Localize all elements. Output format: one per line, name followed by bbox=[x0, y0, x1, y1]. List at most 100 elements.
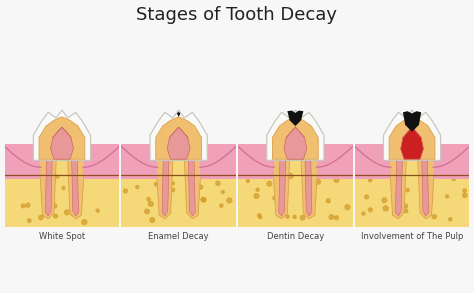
Circle shape bbox=[452, 178, 455, 181]
Circle shape bbox=[62, 187, 65, 190]
Circle shape bbox=[254, 194, 259, 198]
Circle shape bbox=[147, 197, 150, 201]
Circle shape bbox=[383, 206, 388, 211]
Polygon shape bbox=[184, 159, 201, 219]
Polygon shape bbox=[150, 110, 207, 160]
Text: Involvement of The Pulp: Involvement of The Pulp bbox=[361, 232, 463, 241]
Polygon shape bbox=[317, 144, 353, 179]
Circle shape bbox=[278, 200, 283, 204]
Polygon shape bbox=[84, 144, 119, 179]
Circle shape bbox=[430, 198, 433, 201]
Circle shape bbox=[406, 188, 409, 192]
Circle shape bbox=[201, 197, 205, 202]
Circle shape bbox=[89, 165, 94, 170]
Circle shape bbox=[148, 202, 153, 206]
Polygon shape bbox=[162, 160, 169, 216]
Circle shape bbox=[258, 216, 262, 219]
Polygon shape bbox=[84, 146, 119, 179]
Polygon shape bbox=[121, 144, 157, 179]
Polygon shape bbox=[279, 160, 286, 216]
Circle shape bbox=[45, 205, 48, 209]
Polygon shape bbox=[5, 146, 40, 179]
Circle shape bbox=[136, 185, 139, 189]
Polygon shape bbox=[284, 127, 307, 159]
Polygon shape bbox=[422, 160, 428, 216]
Polygon shape bbox=[121, 160, 236, 227]
Polygon shape bbox=[389, 159, 406, 219]
Circle shape bbox=[449, 218, 452, 221]
Polygon shape bbox=[406, 115, 418, 126]
Circle shape bbox=[273, 196, 276, 200]
Polygon shape bbox=[238, 160, 353, 227]
Polygon shape bbox=[33, 110, 91, 160]
Circle shape bbox=[301, 215, 305, 220]
Polygon shape bbox=[51, 127, 73, 159]
Polygon shape bbox=[238, 144, 273, 179]
Circle shape bbox=[401, 172, 404, 175]
Polygon shape bbox=[434, 146, 469, 179]
Circle shape bbox=[426, 178, 430, 182]
Polygon shape bbox=[267, 110, 324, 160]
Polygon shape bbox=[355, 146, 390, 179]
Circle shape bbox=[143, 165, 146, 168]
Circle shape bbox=[131, 171, 136, 176]
Circle shape bbox=[334, 178, 339, 183]
Circle shape bbox=[326, 199, 330, 203]
Circle shape bbox=[39, 215, 43, 220]
Polygon shape bbox=[177, 112, 181, 117]
Circle shape bbox=[368, 178, 372, 182]
Text: Dentin Decay: Dentin Decay bbox=[267, 232, 324, 241]
Circle shape bbox=[293, 215, 296, 218]
Polygon shape bbox=[395, 160, 402, 216]
Circle shape bbox=[404, 209, 408, 213]
Text: Enamel Decay: Enamel Decay bbox=[148, 232, 209, 241]
Circle shape bbox=[96, 209, 99, 212]
Polygon shape bbox=[238, 146, 273, 179]
Circle shape bbox=[219, 204, 223, 207]
Circle shape bbox=[71, 212, 74, 216]
Circle shape bbox=[227, 198, 232, 203]
Polygon shape bbox=[5, 160, 119, 227]
Polygon shape bbox=[401, 127, 423, 159]
Polygon shape bbox=[121, 146, 157, 179]
Polygon shape bbox=[317, 146, 353, 179]
Polygon shape bbox=[156, 117, 201, 159]
Polygon shape bbox=[355, 160, 469, 227]
Circle shape bbox=[145, 209, 149, 214]
Polygon shape bbox=[39, 159, 56, 219]
Circle shape bbox=[329, 215, 334, 219]
Circle shape bbox=[288, 173, 293, 178]
Circle shape bbox=[404, 204, 408, 208]
Circle shape bbox=[216, 181, 220, 185]
Circle shape bbox=[10, 168, 14, 171]
Text: Stages of Tooth Decay: Stages of Tooth Decay bbox=[137, 6, 337, 24]
Circle shape bbox=[335, 216, 338, 219]
Polygon shape bbox=[355, 144, 390, 179]
Circle shape bbox=[201, 197, 206, 202]
Polygon shape bbox=[188, 160, 195, 216]
Circle shape bbox=[77, 203, 82, 207]
Polygon shape bbox=[287, 110, 303, 126]
Circle shape bbox=[257, 214, 261, 217]
Circle shape bbox=[267, 181, 272, 186]
Polygon shape bbox=[389, 117, 435, 159]
Circle shape bbox=[191, 163, 196, 168]
Text: White Spot: White Spot bbox=[39, 232, 85, 241]
Polygon shape bbox=[434, 144, 469, 179]
Circle shape bbox=[365, 167, 368, 170]
Circle shape bbox=[72, 212, 75, 214]
Circle shape bbox=[71, 167, 74, 170]
Circle shape bbox=[53, 204, 57, 208]
Circle shape bbox=[166, 162, 171, 166]
Circle shape bbox=[382, 198, 387, 202]
Circle shape bbox=[463, 193, 467, 197]
Circle shape bbox=[12, 170, 17, 174]
Circle shape bbox=[316, 179, 320, 184]
Polygon shape bbox=[167, 127, 190, 159]
Circle shape bbox=[108, 163, 112, 168]
Circle shape bbox=[55, 175, 59, 178]
Circle shape bbox=[282, 197, 286, 201]
Circle shape bbox=[21, 204, 25, 208]
Circle shape bbox=[82, 219, 87, 224]
Circle shape bbox=[316, 164, 320, 168]
